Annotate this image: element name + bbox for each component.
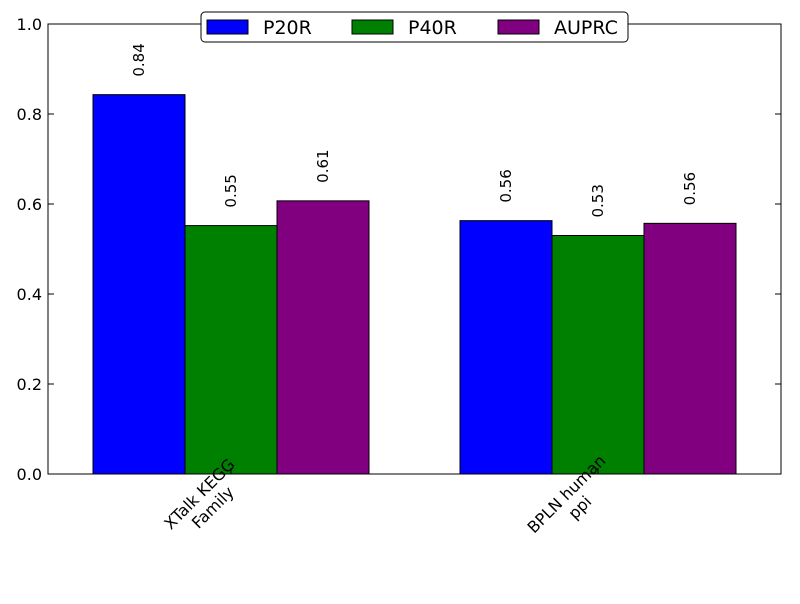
bar-p20r-1 [459,220,553,475]
legend-label-p20r: P20R [263,17,312,39]
legend-swatch-p20r [206,19,249,35]
bars-layer [92,94,737,475]
legend-label-p40r: P40R [408,17,457,39]
data-label-auprc-1: 0.56 [681,172,699,205]
bar-auprc-1 [643,222,737,475]
y-tick-label: 0.8 [17,105,42,124]
y-tick-label: 1.0 [17,15,42,34]
legend-label-auprc: AUPRC [554,17,618,39]
data-label-p20r-1: 0.56 [497,169,515,202]
data-labels-layer: 0.84 0.56 0.55 0.53 0.61 0.56 [130,43,699,217]
data-label-auprc-0: 0.61 [314,149,332,182]
bar-p20r-0 [92,94,186,475]
bar-p40r-1 [551,235,645,475]
y-tick-label: 0.0 [17,465,42,484]
legend: P20R P40R AUPRC [200,11,629,43]
legend-swatch-auprc [497,19,540,35]
y-tick-label: 0.4 [17,285,42,304]
data-label-p40r-0: 0.55 [222,174,240,207]
data-label-p20r-0: 0.84 [130,43,148,76]
legend-swatch-p40r [351,19,394,35]
bar-auprc-0 [276,200,370,475]
y-tick-label: 0.6 [17,195,42,214]
bar-p40r-0 [184,225,278,475]
data-label-p40r-1: 0.53 [589,184,607,217]
y-tick-label: 0.2 [17,375,42,394]
